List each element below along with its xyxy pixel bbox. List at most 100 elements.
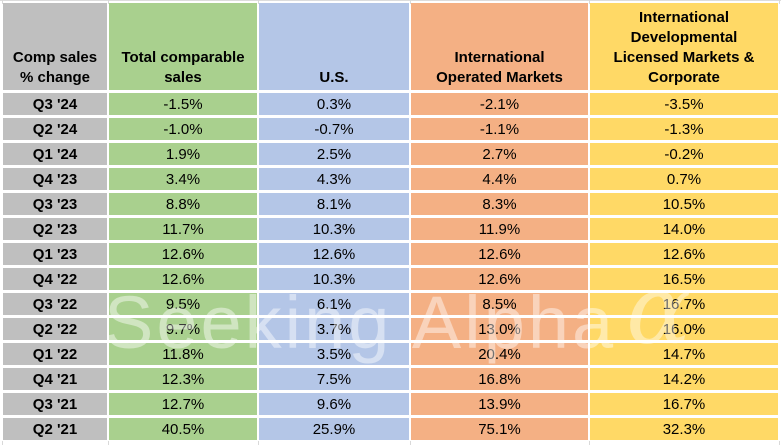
column-header-us: U.S. [259,3,409,90]
row-label: Q3 '22 [3,293,107,315]
table-cell: 11.9% [411,218,588,240]
table-cell: 10.5% [590,193,778,215]
table-cell: 16.0% [590,318,778,340]
table-cell: 6.1% [259,293,409,315]
table-rows: Q3 '24 -1.5% 0.3% -2.1% -3.5% Q2 '24 -1.… [3,93,781,440]
table-cell: -0.7% [259,118,409,140]
table-cell: -1.5% [109,93,257,115]
table-cell: 25.9% [259,418,409,440]
row-label: Q2 '22 [3,318,107,340]
table-cell: 13.0% [411,318,588,340]
table-cell: 1.9% [109,143,257,165]
row-label: Q3 '23 [3,193,107,215]
table-cell: 16.5% [590,268,778,290]
gridline-stub [410,0,411,4]
row-label: Q2 '24 [3,118,107,140]
top-gridline [0,0,781,1]
table-cell: 10.3% [259,218,409,240]
table-row: Q2 '24 -1.0% -0.7% -1.1% -1.3% [3,118,781,140]
table-cell: 3.4% [109,168,257,190]
table-cell: -2.1% [411,93,588,115]
table-cell: -0.2% [590,143,778,165]
table-cell: 11.8% [109,343,257,365]
table-cell: 0.3% [259,93,409,115]
table-cell: 9.6% [259,393,409,415]
table-cell: 12.6% [411,243,588,265]
table-cell: 12.6% [259,243,409,265]
table-cell: 8.5% [411,293,588,315]
corner-header: Comp sales % change [3,3,107,90]
gridline-stub [108,0,109,4]
table-cell: 8.8% [109,193,257,215]
table-cell: 75.1% [411,418,588,440]
row-label: Q4 '22 [3,268,107,290]
table-row: Q3 '22 9.5% 6.1% 8.5% 16.7% [3,293,781,315]
table-row: Q1 '23 12.6% 12.6% 12.6% 12.6% [3,243,781,265]
table-cell: 12.7% [109,393,257,415]
table-row: Q1 '22 11.8% 3.5% 20.4% 14.7% [3,343,781,365]
table-cell: 12.6% [590,243,778,265]
table-cell: 3.7% [259,318,409,340]
row-label: Q1 '23 [3,243,107,265]
gridline-stub [108,441,109,445]
table-cell: -1.1% [411,118,588,140]
table-row: Q4 '22 12.6% 10.3% 12.6% 16.5% [3,268,781,290]
gridline-stub [779,441,780,445]
table-cell: 3.5% [259,343,409,365]
table-cell: 16.8% [411,368,588,390]
table-row: Q2 '22 9.7% 3.7% 13.0% 16.0% [3,318,781,340]
table-cell: 40.5% [109,418,257,440]
column-header-international-operated-markets: International Operated Markets [411,3,588,90]
table-row: Q3 '24 -1.5% 0.3% -2.1% -3.5% [3,93,781,115]
gridline-stub [258,441,259,445]
table-cell: 9.7% [109,318,257,340]
table-cell: 2.5% [259,143,409,165]
row-label: Q1 '24 [3,143,107,165]
row-label: Q2 '23 [3,218,107,240]
table-cell: 12.6% [109,243,257,265]
gridline-stub [410,441,411,445]
table-cell: 14.7% [590,343,778,365]
row-label: Q4 '21 [3,368,107,390]
table-header-row: Comp sales % change Total comparable sal… [3,3,781,90]
gridline-stub [2,441,3,445]
table-cell: 9.5% [109,293,257,315]
table-cell: 11.7% [109,218,257,240]
row-label: Q2 '21 [3,418,107,440]
table-cell: 0.7% [590,168,778,190]
gridline-stub [2,0,3,4]
table-cell: -3.5% [590,93,778,115]
table-cell: 10.3% [259,268,409,290]
column-header-total-comparable-sales: Total comparable sales [109,3,257,90]
gridline-stub [258,0,259,4]
table-row: Q2 '23 11.7% 10.3% 11.9% 14.0% [3,218,781,240]
table-cell: 16.7% [590,293,778,315]
table-row: Q1 '24 1.9% 2.5% 2.7% -0.2% [3,143,781,165]
table-cell: 12.6% [411,268,588,290]
table-cell: 14.2% [590,368,778,390]
table-cell: 2.7% [411,143,588,165]
table-cell: 20.4% [411,343,588,365]
table-row: Q3 '21 12.7% 9.6% 13.9% 16.7% [3,393,781,415]
row-label: Q3 '24 [3,93,107,115]
table-cell: 8.1% [259,193,409,215]
table-cell: 7.5% [259,368,409,390]
table-row: Q2 '21 40.5% 25.9% 75.1% 32.3% [3,418,781,440]
gridline-stub [589,441,590,445]
table-cell: 12.6% [109,268,257,290]
gridline-stub [589,0,590,4]
table-row: Q4 '23 3.4% 4.3% 4.4% 0.7% [3,168,781,190]
table-cell: 16.7% [590,393,778,415]
table-row: Q4 '21 12.3% 7.5% 16.8% 14.2% [3,368,781,390]
table-cell: 4.3% [259,168,409,190]
table-row: Q3 '23 8.8% 8.1% 8.3% 10.5% [3,193,781,215]
table-cell: 14.0% [590,218,778,240]
row-label: Q4 '23 [3,168,107,190]
table-cell: -1.0% [109,118,257,140]
table-cell: 13.9% [411,393,588,415]
row-label: Q1 '22 [3,343,107,365]
table-cell: -1.3% [590,118,778,140]
row-label: Q3 '21 [3,393,107,415]
table-cell: 12.3% [109,368,257,390]
